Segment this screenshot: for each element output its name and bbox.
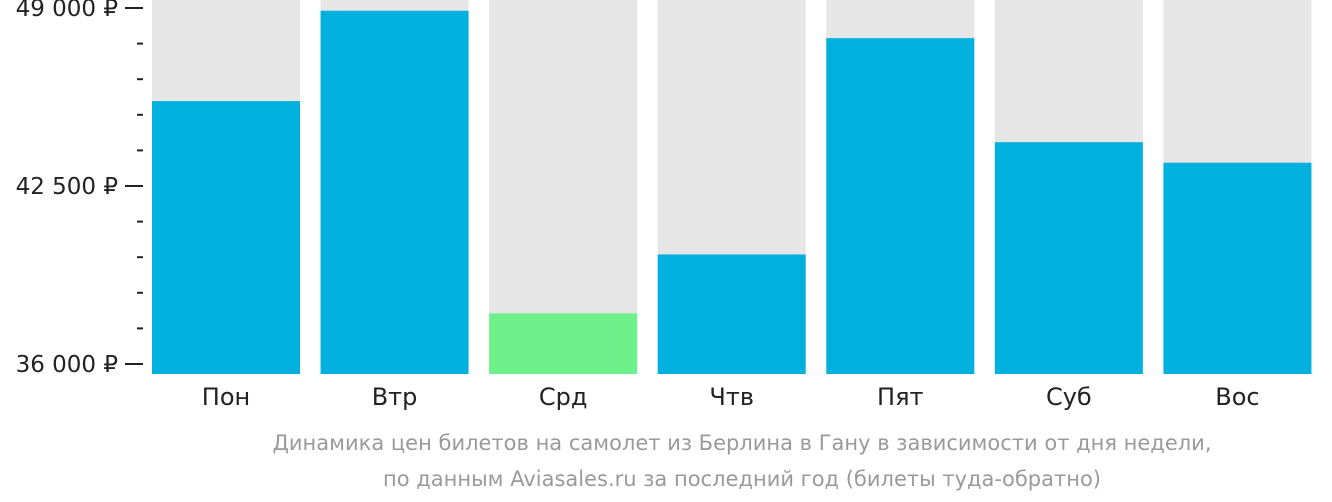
x-tick-label: Втр [372, 383, 418, 411]
x-tick-label: Суб [1046, 383, 1092, 411]
bar-Вос [1163, 162, 1312, 374]
bar-Чтв [657, 254, 806, 374]
bar-Втр [320, 10, 469, 374]
y-tick-label: 42 500 ₽ [16, 174, 118, 200]
x-tick-label: Пят [877, 383, 923, 411]
chart-caption-line-1: Динамика цен билетов на самолет из Берли… [272, 431, 1212, 455]
chart-caption-line-2: по данным Aviasales.ru за последний год … [383, 467, 1101, 491]
bar-background [489, 0, 638, 374]
bar-Пят [826, 38, 975, 374]
x-tick-label: Пон [202, 383, 250, 411]
bars [152, 0, 1312, 374]
bar-Срд [489, 313, 638, 374]
y-tick-label: 49 000 ₽ [16, 0, 118, 22]
y-tick-label: 36 000 ₽ [16, 352, 118, 378]
x-tick-label: Срд [539, 383, 588, 411]
x-axis-labels: Пон Втр Срд Чтв Пят Суб Вос [202, 383, 1260, 411]
bar-Суб [994, 142, 1143, 374]
x-tick-label: Вос [1215, 383, 1259, 411]
x-tick-label: Чтв [709, 383, 754, 411]
bar-Пон [152, 101, 300, 374]
y-axis: 49 000 ₽ 42 500 ₽ 36 000 ₽ [16, 0, 143, 378]
